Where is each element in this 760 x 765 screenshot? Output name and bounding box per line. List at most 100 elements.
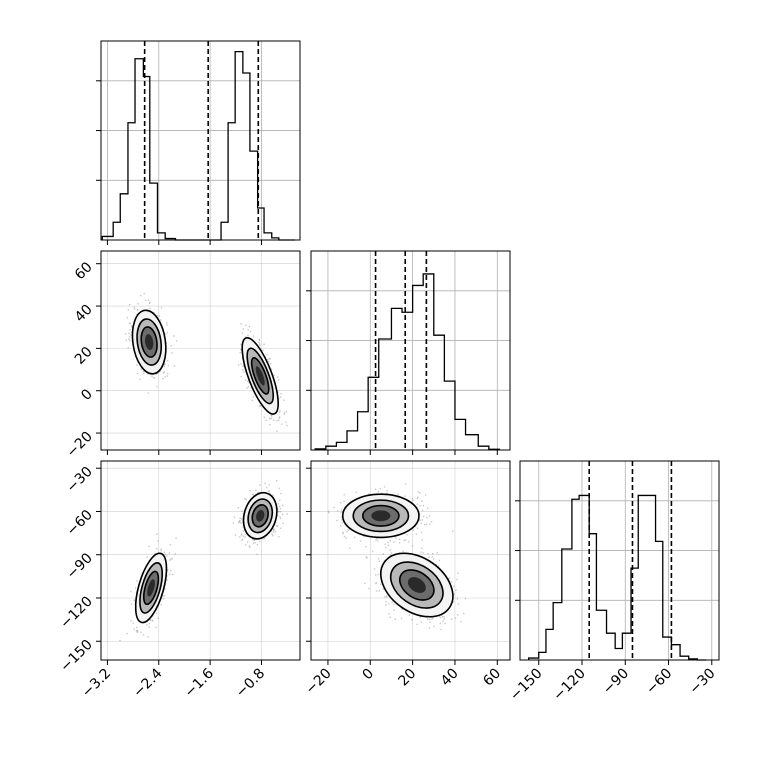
scatter-point	[377, 558, 380, 560]
scatter-point	[167, 364, 169, 367]
scatter-panel-p0-p2	[101, 461, 300, 660]
scatter-point	[276, 376, 279, 378]
scatter-point	[450, 618, 453, 620]
contour-level-3-cluster-1	[256, 510, 265, 522]
scatter-point	[262, 538, 264, 540]
scatter-point	[385, 595, 388, 597]
scatter-point	[155, 548, 158, 550]
scatter-point	[416, 527, 419, 529]
scatter-point	[340, 509, 343, 511]
scatter-point	[173, 365, 176, 367]
scatter-point	[273, 419, 275, 421]
scatter-point	[389, 549, 391, 551]
scatter-point	[160, 604, 162, 606]
scatter-point	[163, 551, 165, 553]
contour-level-3-cluster-1	[255, 366, 265, 386]
scatter-point	[272, 534, 274, 537]
scatter-point	[407, 541, 410, 543]
scatter-point	[130, 324, 133, 327]
scatter-point	[269, 417, 271, 420]
scatter-panel-p0-p1-frame	[100, 250, 301, 451]
scatter-point	[422, 504, 424, 507]
scatter-point	[354, 536, 356, 539]
scatter-point	[166, 322, 168, 324]
scatter-point	[391, 601, 393, 603]
scatter-point	[411, 545, 414, 547]
scatter-point	[438, 615, 440, 617]
scatter-point	[164, 376, 166, 378]
scatter-point	[148, 545, 150, 548]
histogram-step-p2	[528, 494, 707, 661]
scatter-point	[158, 315, 161, 317]
scatter-point	[247, 385, 249, 388]
scatter-point	[437, 565, 440, 567]
scatter-point	[386, 489, 388, 492]
scatter-point	[429, 621, 431, 623]
scatter-point	[244, 498, 246, 500]
scatter-point	[128, 338, 130, 340]
scatter-point	[245, 336, 247, 338]
scatter-point	[253, 539, 255, 541]
scatter-point	[264, 482, 266, 484]
scatter-point	[242, 328, 245, 330]
ytick-label-p1-2: 20	[72, 344, 96, 368]
scatter-point	[166, 324, 168, 326]
scatter-point	[280, 396, 282, 398]
scatter-point	[453, 585, 455, 587]
scatter-point	[174, 553, 176, 555]
scatter-point	[436, 551, 438, 554]
scatter-point	[380, 583, 382, 586]
scatter-point	[416, 623, 418, 626]
scatter-point	[456, 598, 458, 600]
xtick-label-p1-3: 40	[438, 666, 462, 690]
scatter-point	[377, 540, 379, 542]
scatter-point	[440, 628, 442, 631]
scatter-point	[372, 550, 374, 553]
scatter-point	[163, 365, 165, 368]
scatter-point	[341, 521, 343, 524]
scatter-point	[263, 537, 266, 540]
scatter-point	[258, 339, 261, 342]
scatter-point	[133, 306, 136, 309]
scatter-point	[421, 509, 424, 512]
scatter-point	[166, 375, 168, 377]
xtick-label-p2-0: −150	[507, 666, 546, 705]
scatter-point	[147, 636, 149, 638]
xtick-label-p1-0: −20	[303, 666, 335, 698]
scatter-point	[258, 341, 260, 343]
xtick-label-p2-4: −30	[686, 666, 718, 698]
scatter-point	[119, 640, 121, 642]
histogram-p1-frame	[310, 250, 511, 451]
scatter-point	[259, 343, 261, 345]
scatter-point	[244, 536, 246, 538]
scatter-point	[166, 360, 169, 362]
xtick-label-p0-0: −3.2	[79, 666, 114, 701]
scatter-point	[277, 510, 279, 513]
scatter-point	[457, 603, 460, 605]
scatter-point	[438, 559, 441, 562]
scatter-point	[408, 614, 411, 616]
ytick-label-p2-4: −30	[64, 464, 96, 496]
scatter-point	[249, 546, 251, 548]
scatter-point	[239, 352, 241, 354]
scatter-point	[163, 363, 166, 366]
scatter-point	[127, 347, 129, 349]
scatter-point	[139, 378, 141, 380]
scatter-point	[142, 372, 145, 375]
scatter-point	[368, 493, 370, 495]
scatter-point	[168, 552, 171, 554]
scatter-point	[238, 521, 240, 523]
scatter-point	[389, 554, 391, 556]
ytick-label-p1-1: 0	[78, 386, 96, 404]
scatter-point	[137, 309, 139, 311]
scatter-point	[270, 417, 273, 420]
scatter-panel-p1-p2	[311, 461, 510, 660]
scatter-point	[419, 505, 421, 507]
scatter-point	[252, 538, 254, 540]
scatter-point	[398, 538, 401, 540]
scatter-point	[393, 541, 395, 543]
scatter-point	[130, 620, 132, 622]
scatter-point	[249, 489, 251, 492]
scatter-point	[416, 503, 418, 505]
